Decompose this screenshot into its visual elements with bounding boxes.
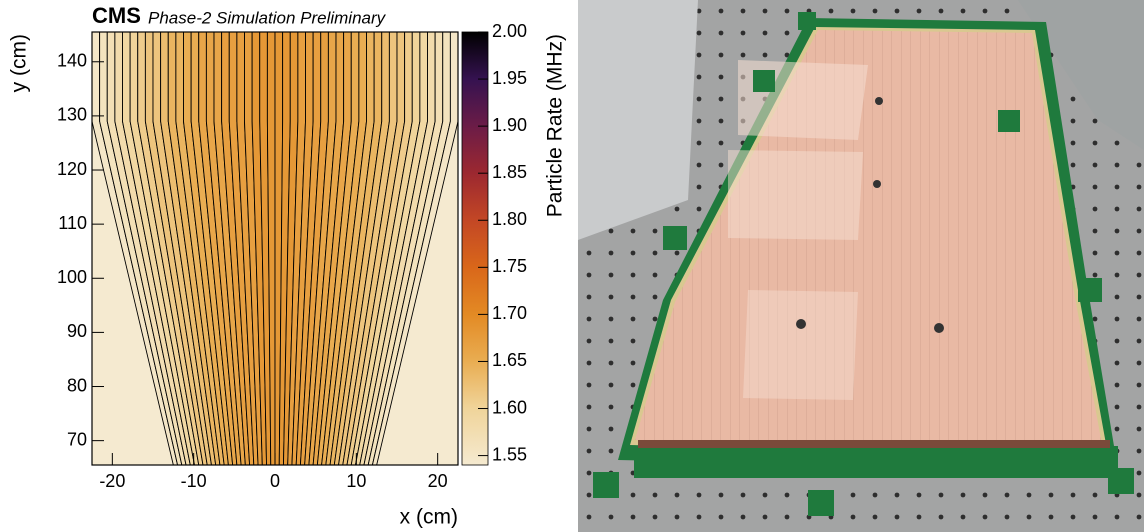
z-tick-label: 1.55 — [492, 444, 527, 464]
y-tick-label: 100 — [57, 267, 87, 287]
z-tick-label: 1.90 — [492, 115, 527, 135]
y-tick-label: 130 — [57, 105, 87, 125]
z-tick-label: 2.00 — [492, 21, 527, 41]
x-tick-label: -20 — [99, 471, 125, 491]
chart: CMS Phase-2 Simulation Preliminary x (cm… — [8, 3, 567, 529]
z-tick-label: 1.75 — [492, 256, 527, 276]
z-tick-label: 1.60 — [492, 397, 527, 417]
y-tick-label: 110 — [58, 213, 87, 233]
z-tick-label: 1.65 — [492, 350, 527, 370]
z-axis-label: Particle Rate (MHz) — [544, 34, 567, 217]
colorbar — [461, 31, 489, 466]
z-tick-label: 1.85 — [492, 162, 527, 182]
y-tick-label: 140 — [57, 51, 87, 71]
y-tick-label: 90 — [67, 321, 87, 341]
chart-subtitle: Phase-2 Simulation Preliminary — [148, 8, 387, 27]
y-tick-label: 70 — [67, 429, 87, 449]
chart-title: CMS — [92, 3, 141, 28]
x-tick-label: 20 — [428, 471, 448, 491]
z-tick-label: 1.80 — [492, 209, 527, 229]
photo — [578, 0, 1144, 532]
y-tick-label: 120 — [57, 159, 87, 179]
x-tick-label: 10 — [346, 471, 366, 491]
z-tick-label: 1.70 — [492, 303, 527, 323]
y-tick-label: 80 — [67, 375, 87, 395]
x-axis-label: x (cm) — [400, 506, 458, 529]
x-tick-label: -10 — [181, 471, 207, 491]
x-tick-label: 0 — [270, 471, 280, 491]
y-axis-label: y (cm) — [8, 34, 31, 92]
z-tick-label: 1.95 — [492, 68, 527, 88]
